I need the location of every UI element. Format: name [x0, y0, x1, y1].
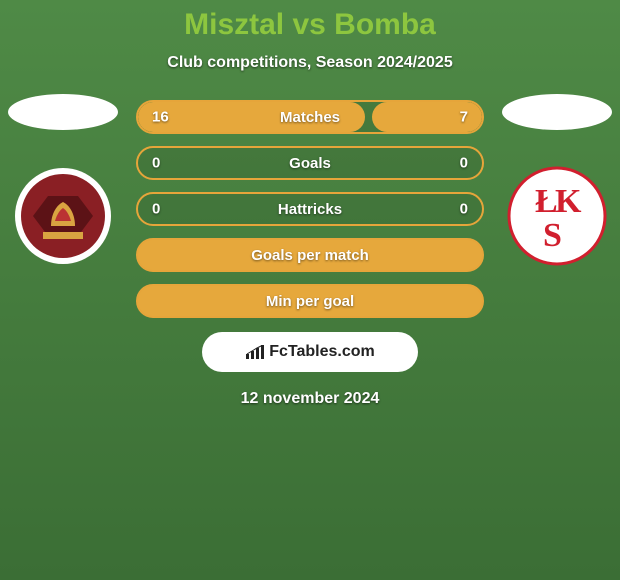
stat-value-left: 0 [152, 155, 160, 172]
stat-value-right: 0 [460, 201, 468, 218]
stat-value-right: 7 [460, 109, 468, 126]
stat-row: 16 7 Matches [136, 100, 484, 134]
svg-text:K: K [555, 183, 582, 220]
stat-row: 0 0 Hattricks [136, 192, 484, 226]
stat-label: Goals [289, 155, 331, 172]
stat-label: Matches [280, 109, 340, 126]
stat-value-left: 0 [152, 201, 160, 218]
brand-text: FcTables.com [269, 343, 375, 361]
right-badge-svg: Ł K S [507, 166, 607, 266]
stat-value-left: 16 [152, 109, 169, 126]
stat-label: Min per goal [266, 293, 354, 310]
page-title: Misztal vs Bomba [0, 8, 620, 42]
left-team-badge [13, 166, 113, 266]
left-side [8, 100, 118, 266]
subtitle: Club competitions, Season 2024/2025 [0, 54, 620, 72]
left-player-photo [8, 94, 118, 130]
stat-row: 0 0 Goals [136, 146, 484, 180]
svg-text:S: S [543, 217, 562, 254]
date-text: 12 november 2024 [0, 390, 620, 408]
left-badge-svg [13, 166, 113, 266]
stat-label: Goals per match [251, 247, 369, 264]
branding-badge: FcTables.com [202, 332, 418, 372]
infographic-container: Misztal vs Bomba Club competitions, Seas… [0, 0, 620, 580]
right-player-photo [502, 94, 612, 130]
stat-label: Hattricks [278, 201, 342, 218]
stat-row: Goals per match [136, 238, 484, 272]
main-layout: 16 7 Matches 0 0 Goals 0 0 Hattricks Goals per ma… [0, 100, 620, 318]
brand-chart-icon [245, 345, 265, 359]
stats-column: 16 7 Matches 0 0 Goals 0 0 Hattricks Goals per ma… [136, 100, 484, 318]
stat-value-right: 0 [460, 155, 468, 172]
right-team-badge: Ł K S [507, 166, 607, 266]
right-side: Ł K S [502, 100, 612, 266]
stat-row: Min per goal [136, 284, 484, 318]
